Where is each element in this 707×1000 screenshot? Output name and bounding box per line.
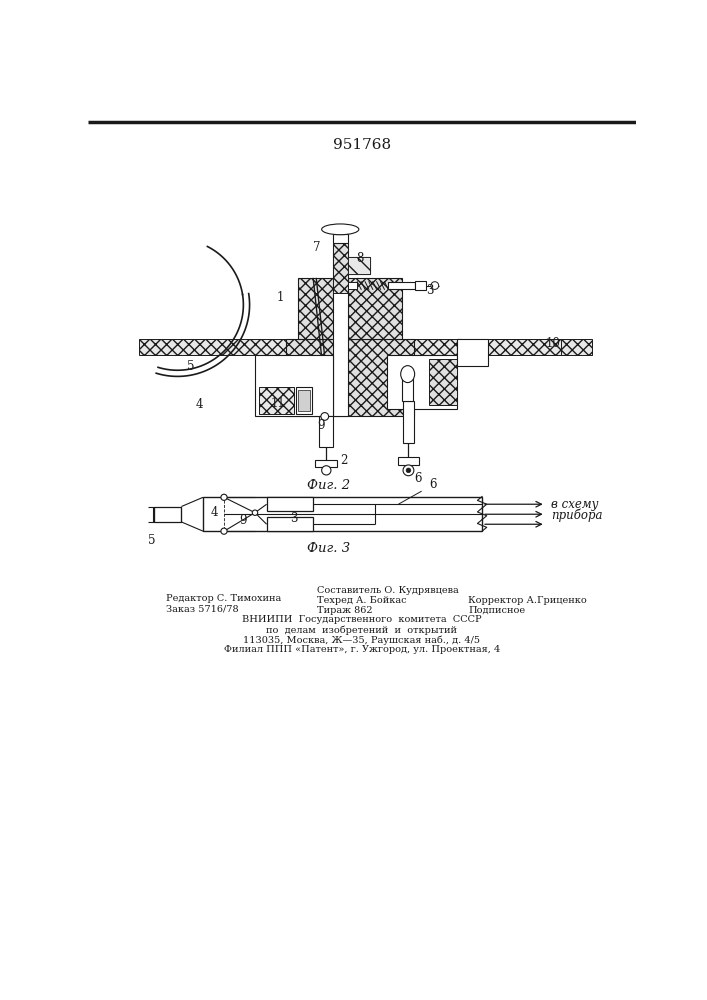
Bar bbox=[255, 355, 332, 416]
Text: 3: 3 bbox=[290, 512, 298, 525]
Text: 9: 9 bbox=[317, 419, 325, 432]
Text: Тираж 862: Тираж 862 bbox=[317, 606, 373, 615]
Circle shape bbox=[221, 494, 227, 500]
Circle shape bbox=[403, 465, 414, 476]
Text: Заказ 5716/78: Заказ 5716/78 bbox=[166, 604, 238, 613]
Bar bbox=[296, 387, 312, 414]
Ellipse shape bbox=[401, 366, 414, 383]
Bar bbox=[154, 507, 182, 522]
Text: 5: 5 bbox=[148, 534, 156, 547]
Bar bbox=[332, 243, 348, 416]
Bar bbox=[286, 339, 414, 416]
Bar bbox=[203, 497, 482, 531]
Text: 7: 7 bbox=[313, 241, 321, 254]
Text: 2: 2 bbox=[341, 454, 348, 467]
Bar bbox=[414, 339, 592, 355]
Text: прибора: прибора bbox=[551, 508, 602, 522]
Text: Подписное: Подписное bbox=[468, 606, 525, 615]
Bar bbox=[332, 232, 348, 293]
Ellipse shape bbox=[322, 224, 359, 235]
Text: Фиг. 2: Фиг. 2 bbox=[307, 479, 350, 492]
Text: 113035, Москва, Ж—35, Раушская наб., д. 4/5: 113035, Москва, Ж—35, Раушская наб., д. … bbox=[243, 635, 481, 645]
Bar bbox=[402, 378, 413, 401]
Text: 3: 3 bbox=[426, 284, 433, 297]
Circle shape bbox=[252, 510, 258, 515]
Bar bbox=[298, 278, 402, 339]
Bar bbox=[388, 282, 416, 289]
Bar bbox=[267, 497, 313, 511]
Circle shape bbox=[221, 528, 227, 534]
Text: 5: 5 bbox=[187, 360, 194, 373]
Circle shape bbox=[321, 413, 329, 420]
Bar bbox=[332, 234, 348, 243]
Text: ВНИИПИ  Государственного  комитета  СССР: ВНИИПИ Государственного комитета СССР bbox=[242, 615, 481, 624]
Text: Составитель О. Кудрявцева: Составитель О. Кудрявцева bbox=[317, 586, 459, 595]
Text: Корректор А.Гриценко: Корректор А.Гриценко bbox=[468, 596, 587, 605]
Bar bbox=[387, 355, 457, 409]
Bar bbox=[315, 460, 337, 466]
Bar bbox=[139, 339, 290, 355]
Bar bbox=[460, 339, 561, 355]
Bar bbox=[298, 389, 310, 411]
Text: 951768: 951768 bbox=[333, 138, 391, 152]
Bar bbox=[457, 339, 488, 366]
Text: 1: 1 bbox=[277, 291, 284, 304]
Text: 6: 6 bbox=[414, 472, 421, 485]
Bar bbox=[457, 339, 460, 355]
Text: Фиг. 3: Фиг. 3 bbox=[307, 542, 350, 555]
Text: 6: 6 bbox=[429, 478, 437, 491]
Text: Техред А. Бойкас: Техред А. Бойкас bbox=[317, 596, 407, 605]
Bar bbox=[267, 517, 313, 531]
Circle shape bbox=[406, 468, 411, 473]
Text: в схему: в схему bbox=[551, 498, 599, 511]
Circle shape bbox=[322, 466, 331, 475]
Bar bbox=[348, 282, 357, 289]
Text: 9: 9 bbox=[240, 514, 247, 527]
Text: 10: 10 bbox=[546, 337, 561, 350]
Bar bbox=[348, 257, 370, 274]
Bar bbox=[259, 387, 293, 414]
Text: по  делам  изобретений  и  открытий: по делам изобретений и открытий bbox=[267, 625, 457, 635]
Bar bbox=[416, 281, 426, 290]
Text: 8: 8 bbox=[356, 252, 363, 265]
Bar bbox=[429, 359, 457, 405]
Bar bbox=[348, 257, 370, 274]
Bar bbox=[403, 401, 414, 443]
Bar bbox=[398, 457, 419, 465]
Text: 11: 11 bbox=[271, 397, 286, 410]
Bar bbox=[320, 416, 333, 447]
Text: Филиал ППП «Патент», г. Ужгород, ул. Проектная, 4: Филиал ППП «Патент», г. Ужгород, ул. Про… bbox=[224, 645, 500, 654]
Text: Редактор С. Тимохина: Редактор С. Тимохина bbox=[166, 594, 281, 603]
Text: 4: 4 bbox=[210, 506, 218, 519]
Circle shape bbox=[431, 282, 438, 289]
Text: 4: 4 bbox=[195, 398, 203, 411]
